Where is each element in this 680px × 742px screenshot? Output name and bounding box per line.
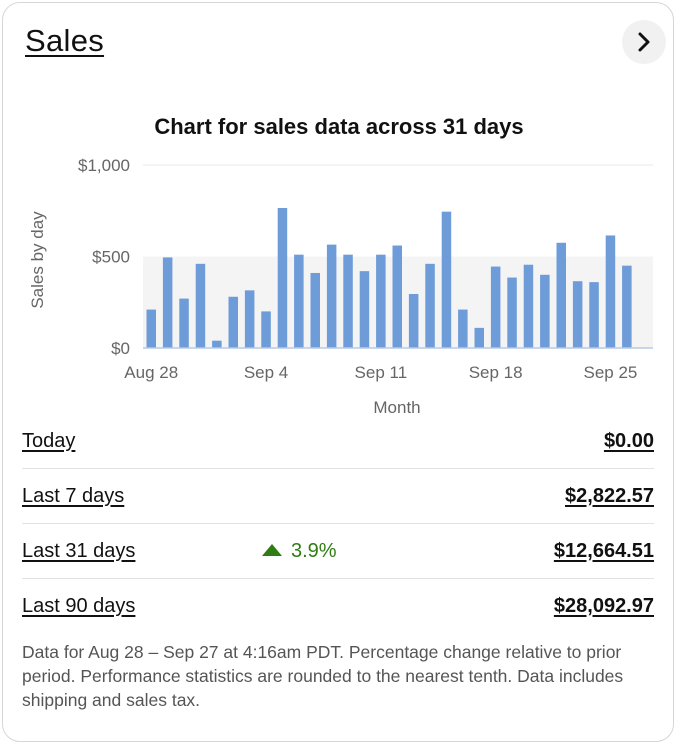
bar — [622, 265, 632, 348]
bar — [490, 266, 501, 348]
summary-row-today: Today $0.00 — [22, 414, 654, 469]
bar — [540, 274, 550, 348]
bar — [474, 327, 484, 348]
bar — [458, 309, 468, 348]
x-tick-label: Sep 25 — [584, 363, 638, 382]
bar — [523, 264, 534, 348]
bar — [195, 263, 206, 348]
bar — [228, 296, 238, 348]
bar — [146, 309, 156, 348]
summary-row-last-31-days: Last 31 days 3.9% $12,664.51 — [22, 524, 654, 579]
last-31-days-value[interactable]: $12,664.51 — [553, 539, 654, 562]
percent-change: 3.9% — [262, 540, 337, 563]
data-footnote: Data for Aug 28 – Sep 27 at 4:16am PDT. … — [22, 642, 624, 710]
bar — [359, 271, 370, 348]
bar — [162, 257, 173, 348]
today-link[interactable]: Today — [22, 429, 76, 452]
bar — [589, 282, 599, 348]
chart-plot: $0 $500 $1,000 Aug 28 Sep 4 Sep 11 Sep 18 Sep 2… — [28, 156, 653, 417]
bar — [605, 235, 616, 348]
last-7-days-value[interactable]: $2,822.57 — [565, 484, 654, 507]
bar — [244, 290, 255, 348]
bar — [310, 272, 320, 348]
bar — [556, 242, 566, 348]
bar — [179, 298, 189, 348]
bar — [212, 340, 222, 348]
x-tick-label: Sep 11 — [355, 363, 408, 382]
card-title[interactable]: Sales — [25, 23, 105, 58]
open-sales-button[interactable] — [622, 20, 666, 64]
last-90-days-value[interactable]: $28,092.97 — [553, 594, 654, 617]
sales-summary-list: Today $0.00 Last 7 days $2,822.57 Last 3… — [22, 414, 654, 633]
x-tick-label: Aug 28 — [124, 363, 178, 382]
bar — [572, 281, 583, 348]
bar — [326, 244, 337, 348]
y-tick-label: $500 — [92, 248, 130, 267]
last-7-days-link[interactable]: Last 7 days — [22, 484, 125, 507]
last-31-days-link[interactable]: Last 31 days — [22, 539, 136, 562]
summary-row-last-7-days: Last 7 days $2,822.57 — [22, 469, 654, 524]
chart-title: Chart for sales data across 31 days — [154, 114, 524, 139]
bar — [507, 277, 517, 348]
sales-chart: Chart for sales data across 31 days $0 $5… — [0, 100, 680, 430]
last-90-days-link[interactable]: Last 90 days — [22, 594, 136, 617]
x-axis-label: Month — [373, 398, 420, 417]
y-tick-label: $1,000 — [78, 156, 130, 175]
bar — [376, 254, 386, 348]
bar — [441, 211, 452, 348]
bar — [425, 263, 435, 348]
bar — [261, 311, 271, 348]
y-tick-label: $0 — [111, 339, 130, 358]
bar — [277, 208, 288, 348]
bar — [392, 245, 402, 348]
triangle-up-icon — [262, 544, 282, 556]
bar — [294, 254, 304, 348]
today-value[interactable]: $0.00 — [603, 429, 654, 452]
bar — [408, 294, 419, 348]
bar — [343, 254, 353, 348]
x-tick-label: Sep 4 — [244, 363, 288, 382]
chevron-right-icon — [638, 32, 650, 52]
summary-row-last-90-days: Last 90 days $28,092.97 — [22, 579, 654, 633]
x-tick-label: Sep 18 — [469, 363, 523, 382]
y-axis-label: Sales by day — [28, 211, 47, 309]
percent-change-value: 3.9% — [291, 539, 337, 562]
